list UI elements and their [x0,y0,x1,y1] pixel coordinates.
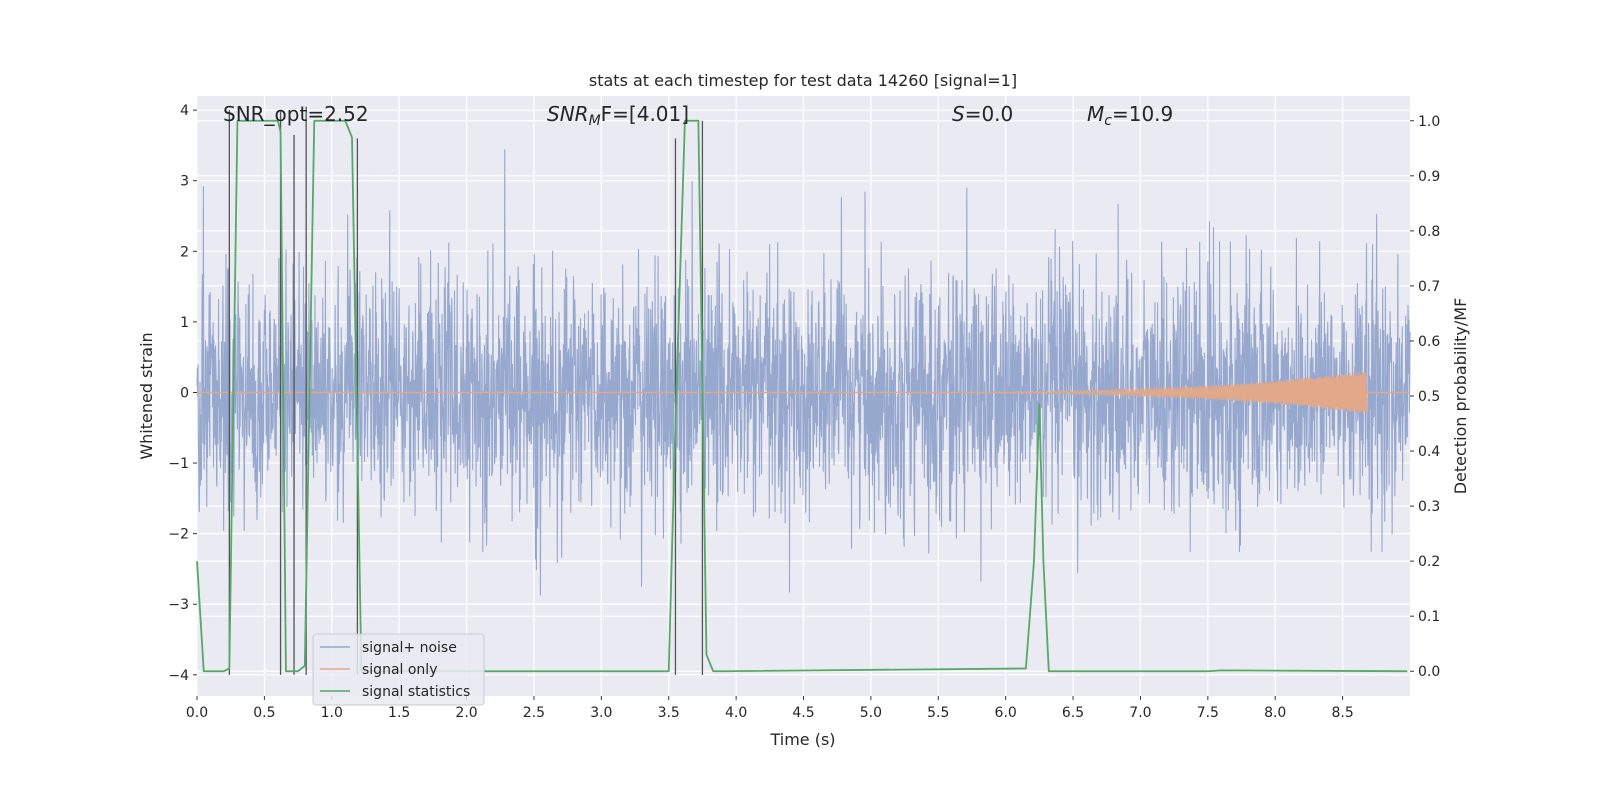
annotation-s: S=0.0 [952,102,1013,126]
x-tick-label: 2.5 [523,705,545,721]
annotation-snr-opt: SNR_opt=2.52 [223,102,369,126]
signal-only-series [197,371,1410,415]
x-tick-label: 5.5 [927,705,949,721]
x-tick-label: 7.0 [1129,705,1151,721]
left-y-tick-label: −4 [168,668,189,684]
right-y-tick-label: 0.4 [1418,444,1440,460]
x-tick-label: 5.0 [860,705,882,721]
right-y-tick-label: 0.0 [1418,664,1440,680]
right-y-axis-label: Detection probability/MF [1451,298,1470,495]
left-y-tick-label: −1 [168,456,189,472]
legend: signal+ noise signal only signal statist… [312,633,485,706]
legend-label-stats: signal statistics [362,684,470,700]
left-y-tick-label: 0 [180,385,189,401]
legend-label-signal: signal only [362,662,437,678]
x-axis-ticks: 0.0 0.5 1.0 1.5 2.0 2.5 3.0 3.5 4.0 4.5 5.0 5.5 6.0 6… [186,696,1354,721]
right-y-tick-label: 0.7 [1418,279,1440,295]
x-tick-label: 1.5 [388,705,410,721]
x-tick-label: 4.0 [725,705,747,721]
x-tick-label: 8.0 [1264,705,1286,721]
right-y-tick-label: 1.0 [1418,114,1440,130]
left-y-tick-label: 1 [180,315,189,331]
x-tick-label: 1.0 [321,705,343,721]
legend-box [312,633,485,706]
right-y-tick-label: 0.9 [1418,169,1440,185]
left-y-axis-ticks: −4 −3 −2 −1 0 1 2 3 4 [168,103,197,684]
left-y-tick-label: 2 [180,244,189,260]
x-tick-label: 6.0 [995,705,1017,721]
x-tick-label: 0.0 [186,705,208,721]
x-tick-label: 6.5 [1062,705,1084,721]
chart-title: stats at each timestep for test data 142… [589,71,1017,90]
right-y-axis-ticks: 0.0 0.1 0.2 0.3 0.4 0.5 0.6 0.7 0.8 0.9 1.0 [1410,114,1440,680]
x-axis-label: Time (s) [769,730,835,749]
right-y-tick-label: 0.6 [1418,334,1440,350]
left-y-tick-label: 4 [180,103,189,119]
signal-noise-series [196,149,1411,596]
right-y-tick-label: 0.2 [1418,554,1440,570]
x-tick-label: 7.5 [1197,705,1219,721]
noise-line [196,149,1411,596]
left-y-tick-label: 3 [180,174,189,190]
right-y-tick-label: 0.5 [1418,389,1440,405]
left-y-axis-label: Whitened strain [137,332,156,459]
right-y-tick-label: 0.8 [1418,224,1440,240]
right-y-tick-label: 0.3 [1418,499,1440,515]
annotation-snr-mf: SNRMF=[4.01] [547,102,689,129]
signal-statistics-series [196,119,1408,673]
right-y-tick-label: 0.1 [1418,609,1440,625]
x-tick-label: 8.5 [1331,705,1353,721]
legend-label-noise: signal+ noise [362,640,457,656]
annotation-mc: Mc=10.9 [1087,102,1173,129]
x-tick-label: 4.5 [792,705,814,721]
x-tick-label: 2.0 [455,705,477,721]
x-tick-label: 0.5 [253,705,275,721]
x-tick-label: 3.0 [590,705,612,721]
signal-statistics-line [196,119,1408,673]
signal-only-line [197,371,1410,415]
left-y-tick-label: −2 [168,527,189,543]
left-y-tick-label: −3 [168,597,189,613]
x-tick-label: 3.5 [658,705,680,721]
